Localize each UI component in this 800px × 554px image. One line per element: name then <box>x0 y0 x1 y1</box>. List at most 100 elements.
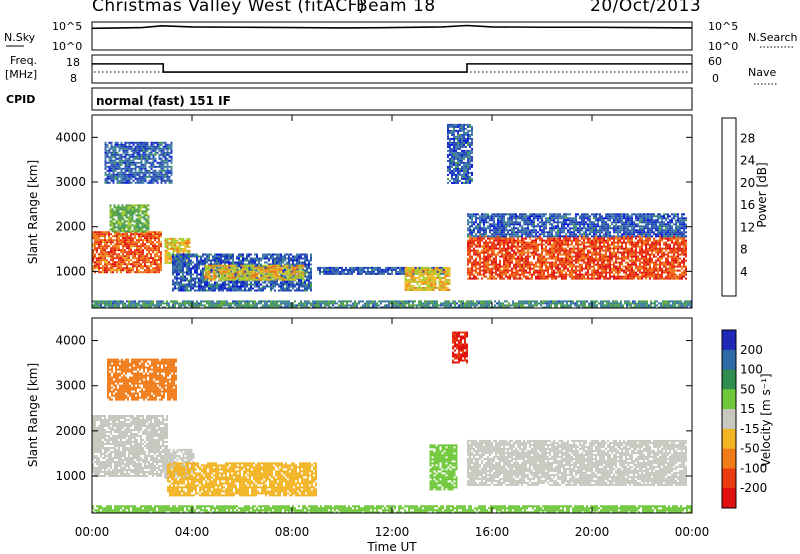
power-cell <box>469 155 471 158</box>
power-cell <box>457 165 459 168</box>
power-cell <box>262 266 265 269</box>
power-cell <box>521 239 523 242</box>
power-cell <box>182 269 184 272</box>
power-cell <box>135 210 138 213</box>
power-cell <box>629 239 631 242</box>
power-cell <box>617 239 619 242</box>
power-region-9 <box>467 235 687 280</box>
power-cell <box>639 257 641 260</box>
power-cell <box>128 155 131 158</box>
power-cell <box>589 241 591 244</box>
power-cell <box>509 255 511 258</box>
power-cell <box>142 153 145 156</box>
power-cell <box>545 245 547 248</box>
power-cell <box>623 253 625 256</box>
power-cell <box>543 247 545 250</box>
power-cell <box>449 169 451 172</box>
power-cell <box>264 268 267 271</box>
power-cell <box>623 257 625 260</box>
power-cell <box>647 253 649 256</box>
power-cell <box>238 276 241 279</box>
power-cell <box>129 230 132 233</box>
power-cell <box>142 181 145 184</box>
power-cell <box>438 280 441 283</box>
power-cell <box>250 259 252 262</box>
power-cell <box>461 143 463 146</box>
power-cell <box>188 245 191 248</box>
power-cell <box>351 268 353 271</box>
power-cell <box>444 272 447 275</box>
power-cell <box>611 237 613 240</box>
power-cell <box>292 272 295 275</box>
power-cell <box>106 179 109 182</box>
power-cell <box>144 269 146 272</box>
power-cell <box>144 143 147 146</box>
power-cell <box>170 149 173 152</box>
power-cell <box>126 181 129 184</box>
power-cell <box>451 159 453 162</box>
power-cell <box>619 245 621 248</box>
power-cell <box>274 283 276 286</box>
power-cell <box>115 210 118 213</box>
power-cell <box>238 265 240 268</box>
power-cell <box>426 278 429 281</box>
power-cell <box>447 159 449 162</box>
power-cell <box>469 145 471 148</box>
power-cell <box>252 278 255 281</box>
power-cell <box>122 267 124 270</box>
power-cell <box>222 270 225 273</box>
power-cell <box>132 257 134 260</box>
power-cell <box>685 251 687 254</box>
power-cell <box>152 155 155 158</box>
power-cell <box>170 181 173 184</box>
power-cell <box>144 153 147 156</box>
power-cell <box>136 155 139 158</box>
power-cell <box>158 271 160 274</box>
power-cell <box>517 261 519 264</box>
power-cell <box>317 268 319 271</box>
power-cell <box>117 214 120 217</box>
power-cell <box>146 161 149 164</box>
power-cell <box>252 263 254 266</box>
power-cell <box>176 267 178 270</box>
power-cell <box>208 285 210 288</box>
power-cell <box>110 255 112 258</box>
power-cell <box>260 276 263 279</box>
power-cell <box>123 208 126 211</box>
power-cell <box>551 261 553 264</box>
power-cell <box>459 173 461 176</box>
power-cell <box>517 245 519 248</box>
power-cell <box>121 218 124 221</box>
power-cell <box>357 272 359 275</box>
power-cell <box>118 239 120 242</box>
power-cell <box>236 257 238 260</box>
power-cell <box>505 255 507 258</box>
power-cell <box>395 266 397 269</box>
power-cell <box>156 269 158 272</box>
power-cell <box>319 270 321 273</box>
power-cell <box>204 263 206 266</box>
power-cell <box>487 251 489 254</box>
power-cell <box>611 259 613 262</box>
power-cell <box>569 237 571 240</box>
power-cell <box>112 249 114 252</box>
power-cell <box>224 276 227 279</box>
power-cell <box>677 257 679 260</box>
power-cell <box>134 141 137 144</box>
power-cell <box>446 268 449 271</box>
power-cell <box>525 245 527 248</box>
power-cell <box>597 237 599 240</box>
power-cell <box>549 239 551 242</box>
power-cell <box>108 269 110 272</box>
power-cell <box>138 255 140 258</box>
power-cell <box>164 253 167 256</box>
power-cell <box>493 243 495 246</box>
power-cell <box>599 249 601 252</box>
power-cell <box>102 259 104 262</box>
power-cell <box>132 251 134 254</box>
power-cell <box>459 139 461 142</box>
power-cell <box>517 239 519 242</box>
power-cell <box>471 143 473 146</box>
power-cell <box>111 218 114 221</box>
power-cell <box>469 149 471 152</box>
